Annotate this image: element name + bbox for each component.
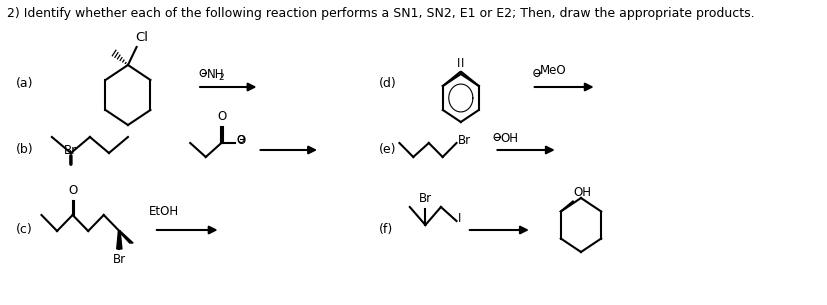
Text: I: I [461,57,464,70]
Text: Br: Br [112,253,126,266]
Text: O: O [236,135,245,148]
Text: O: O [69,184,78,197]
Text: (b): (b) [16,143,33,156]
Text: Br: Br [457,135,471,148]
Text: I: I [456,57,459,70]
Text: OH: OH [573,186,591,199]
Text: I: I [457,213,461,225]
Text: Br: Br [65,144,78,157]
Text: (e): (e) [378,143,395,156]
Text: (a): (a) [16,77,33,89]
Polygon shape [118,231,133,243]
Polygon shape [117,231,122,249]
Text: OH: OH [500,132,518,145]
Text: Br: Br [418,192,432,205]
Text: EtOH: EtOH [149,205,179,218]
Text: O: O [218,110,227,123]
Text: 2) Identify whether each of the following reaction performs a SN1, SN2, E1 or E2: 2) Identify whether each of the followin… [7,7,753,20]
Text: 2: 2 [218,73,224,81]
Text: MeO: MeO [539,64,566,77]
Text: (f): (f) [378,224,393,236]
Text: NH: NH [207,69,224,81]
Text: (c): (c) [16,224,32,236]
Text: (d): (d) [378,77,396,89]
Text: Cl: Cl [136,31,149,44]
